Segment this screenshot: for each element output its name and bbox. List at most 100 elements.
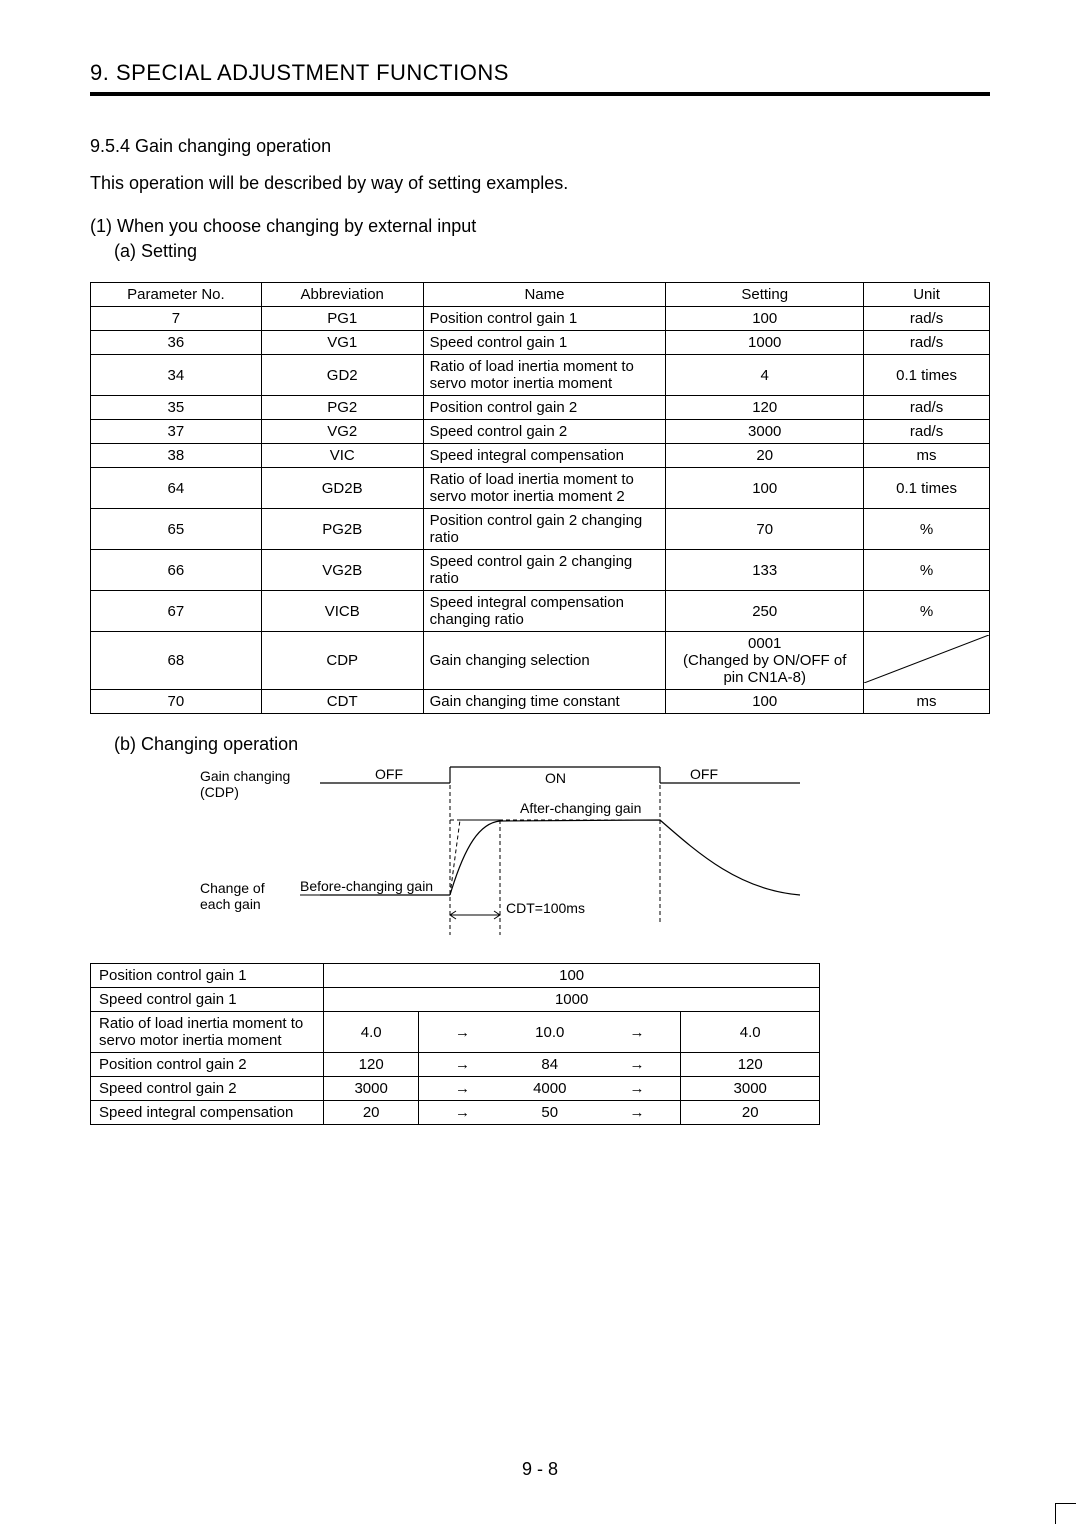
table-row: 37VG2Speed control gain 23000rad/s xyxy=(91,420,990,444)
timing-diagram: OFF ON OFF Gain changing (CDP) After-cha… xyxy=(200,765,820,949)
table-row: 36VG1Speed control gain 11000rad/s xyxy=(91,331,990,355)
table-cell: 64 xyxy=(91,468,262,509)
table-cell: → xyxy=(419,1053,506,1077)
table-cell: 65 xyxy=(91,509,262,550)
table-cell: Position control gain 1 xyxy=(423,307,666,331)
th-setting: Setting xyxy=(666,283,864,307)
table-cell: 20 xyxy=(681,1101,820,1125)
label-change-of: Change of xyxy=(200,880,265,896)
table-cell: Speed control gain 2 xyxy=(423,420,666,444)
label-before-gain: Before-changing gain xyxy=(300,878,433,894)
table-cell: Speed integral compensation xyxy=(91,1101,324,1125)
table-row: 67VICBSpeed integral compensation changi… xyxy=(91,591,990,632)
table-cell: 4000 xyxy=(506,1077,593,1101)
table-cell: Ratio of load inertia moment to servo mo… xyxy=(423,468,666,509)
table-cell: Speed control gain 2 changing ratio xyxy=(423,550,666,591)
label-off2: OFF xyxy=(690,766,718,782)
table-cell: CDP xyxy=(261,632,423,690)
table-header-row: Parameter No. Abbreviation Name Setting … xyxy=(91,283,990,307)
table-cell: 1000 xyxy=(324,988,820,1012)
table-cell: VICB xyxy=(261,591,423,632)
table-cell: 3000 xyxy=(681,1077,820,1101)
table-cell: 7 xyxy=(91,307,262,331)
table-cell: Gain changing selection xyxy=(423,632,666,690)
table-cell: Gain changing time constant xyxy=(423,690,666,714)
table-cell: → xyxy=(593,1053,680,1077)
table-cell: → xyxy=(419,1012,506,1053)
table-row: 65PG2BPosition control gain 2 changing r… xyxy=(91,509,990,550)
list-item-1: (1) When you choose changing by external… xyxy=(90,216,990,237)
table-cell: CDT xyxy=(261,690,423,714)
table-row: Speed control gain 23000→4000→3000 xyxy=(91,1077,820,1101)
table-cell: 0.1 times xyxy=(864,355,990,396)
table-cell: 4.0 xyxy=(324,1012,419,1053)
page-root: 9. SPECIAL ADJUSTMENT FUNCTIONS 9.5.4 Ga… xyxy=(0,0,1080,1528)
table-cell: 50 xyxy=(506,1101,593,1125)
table-cell: GD2 xyxy=(261,355,423,396)
label-cdp: (CDP) xyxy=(200,784,239,800)
list-item-1b: (b) Changing operation xyxy=(114,734,990,755)
table-cell: Position control gain 1 xyxy=(91,964,324,988)
label-on: ON xyxy=(545,770,566,786)
table-cell: VG2 xyxy=(261,420,423,444)
table-cell: rad/s xyxy=(864,331,990,355)
table-cell: 34 xyxy=(91,355,262,396)
table-cell: 35 xyxy=(91,396,262,420)
table-cell: → xyxy=(419,1101,506,1125)
table-cell: 70 xyxy=(91,690,262,714)
table-cell: ms xyxy=(864,444,990,468)
th-name: Name xyxy=(423,283,666,307)
parameter-table: Parameter No. Abbreviation Name Setting … xyxy=(90,282,990,714)
table-cell: Speed control gain 1 xyxy=(423,331,666,355)
table-row: Speed integral compensation20→50→20 xyxy=(91,1101,820,1125)
table-cell: Speed control gain 2 xyxy=(91,1077,324,1101)
table-cell: 100 xyxy=(324,964,820,988)
table-cell: 3000 xyxy=(324,1077,419,1101)
table-row: 38VICSpeed integral compensation20ms xyxy=(91,444,990,468)
label-each-gain: each gain xyxy=(200,896,261,912)
table-cell: Ratio of load inertia moment to servo mo… xyxy=(91,1012,324,1053)
table-cell: VG1 xyxy=(261,331,423,355)
table-cell: 66 xyxy=(91,550,262,591)
table-row: 66VG2BSpeed control gain 2 changing rati… xyxy=(91,550,990,591)
table-cell: PG1 xyxy=(261,307,423,331)
table-cell: Position control gain 2 xyxy=(91,1053,324,1077)
table-cell: Position control gain 2 xyxy=(423,396,666,420)
table-row: Position control gain 1100 xyxy=(91,964,820,988)
table-cell: 10.0 xyxy=(506,1012,593,1053)
label-off1: OFF xyxy=(375,766,403,782)
table-cell: 120 xyxy=(681,1053,820,1077)
table-cell: 120 xyxy=(666,396,864,420)
table-cell: VIC xyxy=(261,444,423,468)
table-cell: → xyxy=(593,1101,680,1125)
table-cell: rad/s xyxy=(864,307,990,331)
table-cell: % xyxy=(864,509,990,550)
table-row: 68CDPGain changing selection0001(Changed… xyxy=(91,632,990,690)
table-cell: 4 xyxy=(666,355,864,396)
table-cell: 120 xyxy=(324,1053,419,1077)
chapter-title: 9. SPECIAL ADJUSTMENT FUNCTIONS xyxy=(90,60,990,86)
table-cell: 4.0 xyxy=(681,1012,820,1053)
table-cell: Speed integral compensation xyxy=(423,444,666,468)
table-cell: 70 xyxy=(666,509,864,550)
table-cell: → xyxy=(419,1077,506,1101)
title-rule xyxy=(90,92,990,96)
table-row: 7PG1Position control gain 1100rad/s xyxy=(91,307,990,331)
table-cell: % xyxy=(864,591,990,632)
th-parameter-no: Parameter No. xyxy=(91,283,262,307)
table-row: 64GD2BRatio of load inertia moment to se… xyxy=(91,468,990,509)
table-cell xyxy=(864,632,990,690)
table-cell: 20 xyxy=(324,1101,419,1125)
table-row: Speed control gain 11000 xyxy=(91,988,820,1012)
label-gain-changing: Gain changing xyxy=(200,768,290,784)
table-cell: 133 xyxy=(666,550,864,591)
table-cell: Position control gain 2 changing ratio xyxy=(423,509,666,550)
table-cell: PG2B xyxy=(261,509,423,550)
table-cell: 0001(Changed by ON/OFF of pin CN1A-8) xyxy=(666,632,864,690)
section-title: 9.5.4 Gain changing operation xyxy=(90,136,990,157)
table-cell: → xyxy=(593,1012,680,1053)
table-cell: PG2 xyxy=(261,396,423,420)
table-cell: rad/s xyxy=(864,420,990,444)
table-row: 34GD2Ratio of load inertia moment to ser… xyxy=(91,355,990,396)
table-cell: 3000 xyxy=(666,420,864,444)
